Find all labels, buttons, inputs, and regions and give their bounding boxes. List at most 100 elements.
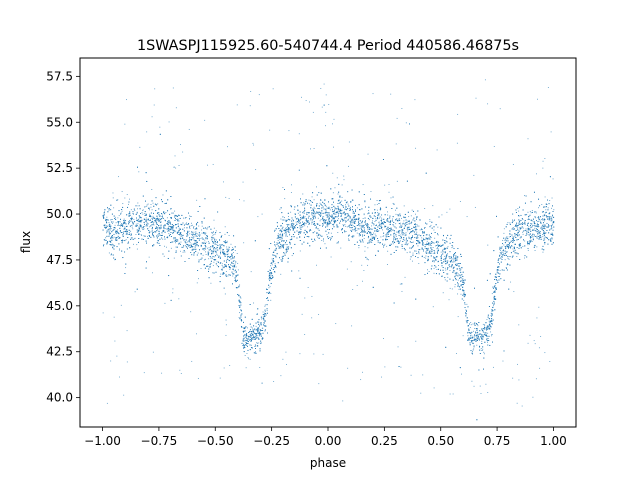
data-point [500, 253, 502, 255]
data-point [540, 220, 542, 222]
data-point [276, 242, 278, 244]
data-point [395, 213, 397, 215]
data-point [141, 212, 143, 213]
data-point [152, 219, 154, 220]
data-point [539, 235, 541, 237]
data-point [551, 237, 553, 239]
data-point [549, 216, 551, 218]
data-point [249, 330, 251, 332]
data-point [146, 204, 148, 206]
data-point [211, 245, 213, 246]
data-point [239, 305, 241, 307]
data-point [239, 300, 241, 302]
data-point [281, 219, 283, 221]
data-point [245, 340, 247, 342]
data-point [507, 258, 509, 260]
data-point [500, 256, 502, 258]
data-point [248, 337, 250, 339]
data-point [213, 261, 215, 263]
data-point [110, 254, 112, 256]
data-point [319, 214, 321, 216]
data-point [253, 302, 255, 304]
data-point [534, 226, 536, 228]
data-point [512, 248, 514, 250]
data-point [509, 246, 511, 248]
data-point [107, 230, 109, 232]
data-point [236, 253, 238, 254]
data-point [466, 311, 467, 312]
data-point [266, 304, 268, 306]
data-point [178, 230, 180, 232]
data-point [544, 228, 546, 230]
data-point [268, 276, 270, 278]
data-point [393, 232, 395, 234]
data-point [173, 240, 175, 242]
data-point [415, 228, 417, 230]
data-point [132, 213, 134, 215]
data-point [547, 207, 549, 209]
data-point [362, 241, 364, 243]
data-point [515, 249, 516, 251]
data-point [319, 220, 321, 222]
data-point [464, 279, 466, 281]
data-point [158, 220, 159, 222]
data-point [280, 218, 282, 220]
data-point [394, 236, 396, 238]
data-point [303, 202, 305, 204]
data-point [526, 213, 528, 215]
data-point [134, 210, 136, 212]
data-point [168, 233, 170, 235]
data-point [311, 214, 313, 216]
data-point [545, 232, 546, 234]
data-point [316, 232, 318, 234]
data-point [527, 219, 529, 221]
data-point [425, 257, 427, 259]
data-point [530, 236, 532, 238]
data-point [516, 226, 518, 228]
data-point [213, 227, 215, 229]
data-point [407, 230, 409, 232]
data-point [368, 212, 370, 214]
data-point [234, 260, 236, 262]
data-point [153, 224, 155, 226]
data-point [514, 235, 516, 237]
data-point [270, 273, 272, 275]
data-point [441, 276, 443, 277]
data-point [406, 252, 408, 254]
data-point [429, 252, 431, 254]
data-point [332, 192, 334, 194]
data-point [474, 331, 476, 333]
data-point [382, 229, 383, 231]
data-point [311, 196, 313, 198]
data-point [334, 187, 336, 189]
data-point [341, 184, 343, 186]
data-point [292, 219, 294, 221]
data-point [291, 222, 293, 224]
data-point [205, 251, 207, 253]
data-point [223, 251, 225, 253]
data-point [160, 221, 162, 223]
data-point [489, 320, 491, 322]
data-point [304, 222, 306, 224]
data-point [550, 233, 551, 235]
data-point [186, 224, 188, 225]
data-point [476, 337, 477, 339]
data-point [169, 221, 171, 222]
data-point [232, 263, 234, 265]
data-point [289, 243, 291, 245]
data-point [145, 217, 147, 219]
data-point [377, 242, 379, 243]
data-point [473, 342, 475, 344]
data-point [289, 233, 291, 235]
data-point [359, 234, 361, 236]
data-point [507, 263, 509, 265]
data-point [534, 227, 536, 229]
data-point [534, 225, 535, 226]
data-point [163, 227, 165, 229]
data-point [373, 237, 374, 239]
data-point [504, 259, 506, 261]
data-point [184, 251, 186, 253]
data-point [520, 245, 522, 246]
data-point [262, 317, 264, 319]
data-point [522, 227, 524, 229]
